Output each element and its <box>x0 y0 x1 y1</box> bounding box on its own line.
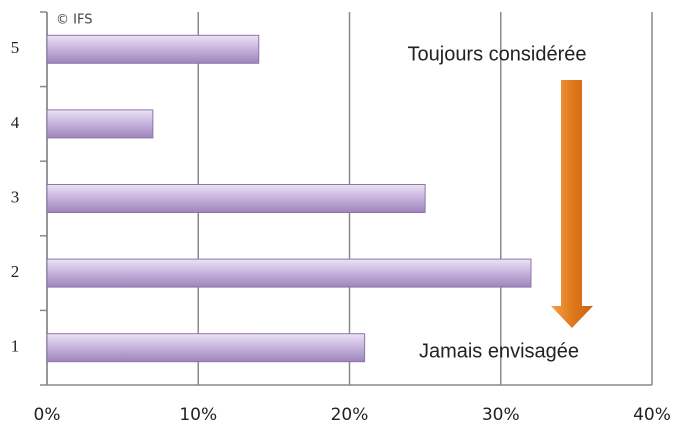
y-tick-label: 3 <box>11 187 20 206</box>
bar <box>46 184 426 213</box>
x-tick-label: 0% <box>34 405 61 425</box>
bar <box>46 109 154 139</box>
x-tick-label: 20% <box>331 405 369 425</box>
bar <box>46 258 532 288</box>
top-annotation: Toujours considérée <box>408 43 587 65</box>
arrow <box>551 80 593 328</box>
y-tick-label: 4 <box>11 113 20 132</box>
y-axis-ticks <box>40 11 47 386</box>
x-tick-label: 10% <box>179 405 217 425</box>
y-tick-label: 2 <box>11 262 20 281</box>
bottom-annotation: Jamais envisagée <box>419 340 579 362</box>
x-tick-label: 30% <box>482 405 520 425</box>
x-tick-label: 40% <box>633 405 671 425</box>
y-tick-label: 5 <box>11 38 20 57</box>
bar <box>46 34 260 64</box>
bar <box>46 333 366 363</box>
y-tick-label: 1 <box>11 337 20 356</box>
source-note: © IFS <box>56 13 92 28</box>
